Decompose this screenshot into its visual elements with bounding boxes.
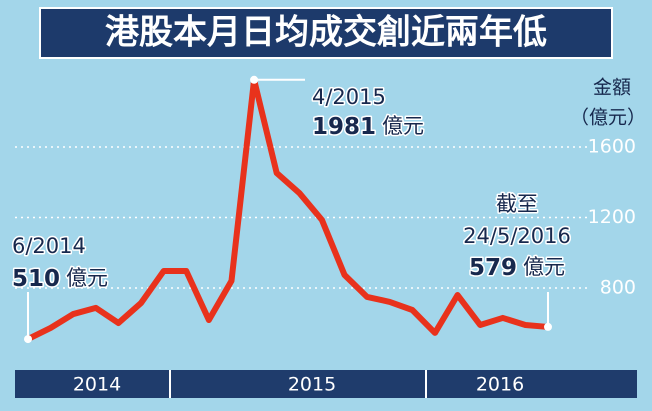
leader-dot [250,75,259,84]
x-axis-band [15,370,637,398]
data-label: 510 億元 [12,266,108,292]
y-tick-label: 1600 [588,135,636,157]
y-axis-label: 金額 [593,77,631,99]
data-label-value: 1981 [312,114,376,140]
y-tick-label: 1200 [588,206,636,228]
data-label: 1981 億元 [312,114,424,140]
data-label-unit: 億元 [523,255,565,279]
data-label-unit: 億元 [66,266,108,290]
annotation-text: 4/2015 [312,85,386,109]
chart-title: 港股本月日均成交創近兩年低 [105,13,547,53]
x-axis-label: 2015 [288,374,336,396]
annotation-text: 24/5/2016 [463,224,571,248]
y-tick-label: 800 [600,276,636,298]
data-label: 579 億元 [469,255,565,281]
data-label-unit: 億元 [382,114,424,138]
x-axis-label: 2014 [73,374,121,396]
y-axis-label: （億元） [570,107,646,129]
x-axis-label: 2016 [476,374,524,396]
data-label-value: 579 [469,255,517,281]
leader-dot [24,335,32,344]
data-label-value: 510 [12,266,60,292]
annotation-text: 截至 [496,192,538,216]
title-band [39,7,613,59]
annotation-text: 6/2014 [12,234,86,258]
series-line [25,76,551,343]
leader-dot [544,322,552,331]
